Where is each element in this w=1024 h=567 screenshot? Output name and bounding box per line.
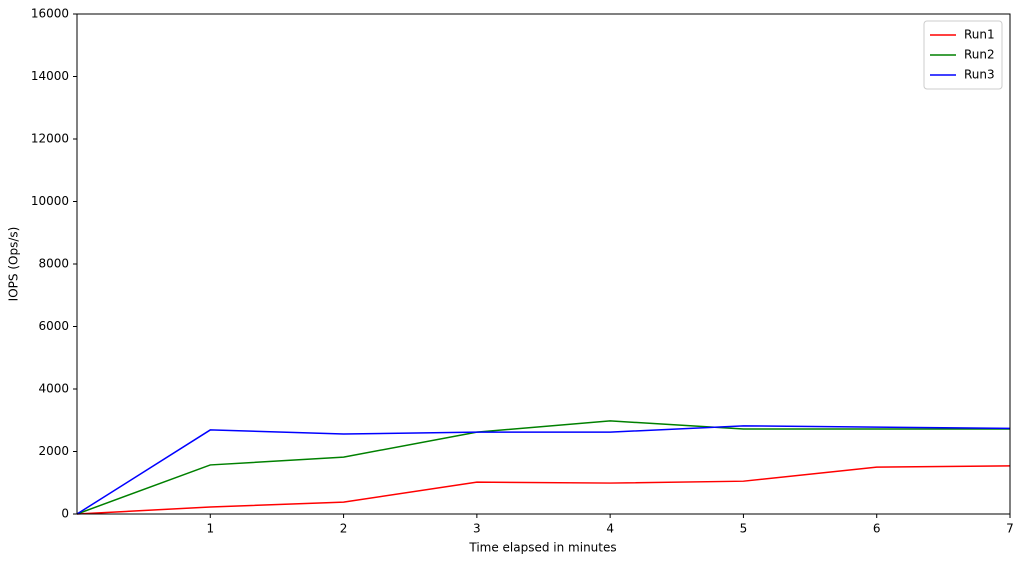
y-tick-label: 2000 [38,444,69,458]
x-tick-label: 3 [473,522,481,536]
legend-label: Run1 [964,28,995,42]
y-axis-label: IOPS (Ops/s) [7,227,21,302]
y-tick-label: 10000 [31,194,69,208]
line-series [76,465,1011,515]
line-series [76,420,1010,515]
legend-box [923,20,1003,90]
legend-label: Run3 [964,68,995,82]
x-tick-label: 7 [1006,522,1014,536]
y-tick-label: 4000 [38,382,69,396]
x-axis-label: Time elapsed in minutes [468,541,616,555]
y-tick-label: 14000 [31,69,69,83]
legend-label: Run2 [964,48,995,62]
x-tick-label: 2 [340,522,348,536]
y-tick-label: 16000 [31,7,69,21]
x-tick-label: 4 [606,522,614,536]
y-tick-label: 12000 [31,132,69,146]
y-tick-label: 8000 [38,257,69,271]
x-tick-label: 1 [206,522,214,536]
y-tick-label: 6000 [38,319,69,333]
line-series [76,425,1011,515]
x-tick-label: 6 [873,522,881,536]
plot-frame [76,13,1011,515]
x-tick-label: 5 [740,522,748,536]
y-tick-label: 0 [61,507,69,521]
